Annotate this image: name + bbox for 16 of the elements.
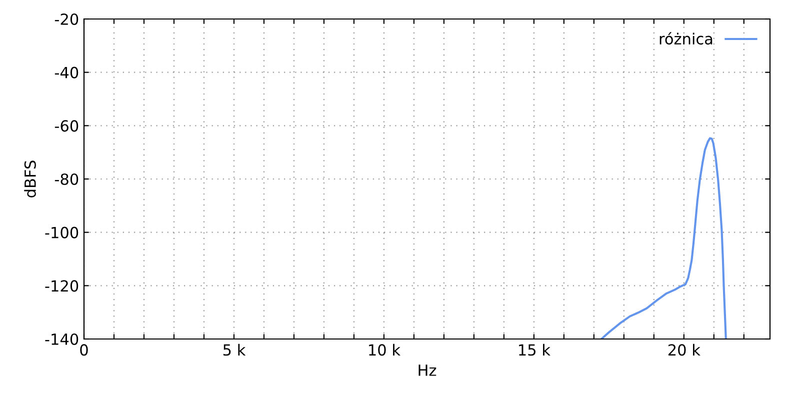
x-axis-title: Hz <box>418 364 436 376</box>
y-tick-label: -120 <box>45 280 78 292</box>
x-tick-label: 15 k <box>519 344 550 356</box>
y-tick-label: -60 <box>54 120 78 132</box>
x-tick-label: 0 <box>80 344 88 356</box>
legend-label: różnica <box>660 32 712 45</box>
x-tick-label: 10 k <box>369 344 400 356</box>
line-series <box>600 137 727 339</box>
y-tick-label: -140 <box>45 333 78 346</box>
y-tick-label: -20 <box>54 13 78 26</box>
x-tick-label: 5 k <box>223 344 246 356</box>
y-tick-label: -40 <box>54 66 78 78</box>
y-tick-label: -100 <box>45 226 78 238</box>
x-tick-label: 20 k <box>668 344 700 356</box>
y-tick-label: -80 <box>54 173 78 186</box>
y-axis-title: dBFS <box>24 160 36 198</box>
